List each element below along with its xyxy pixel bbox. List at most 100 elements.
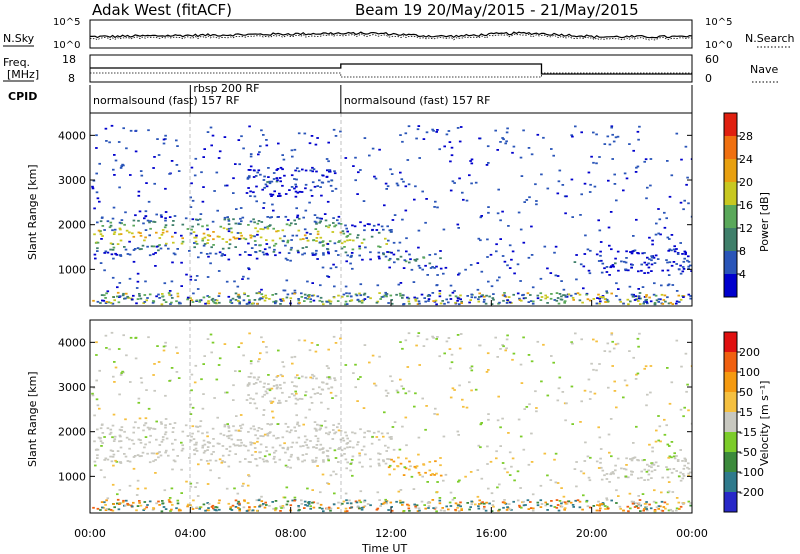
power-pixel [652,293,656,296]
power-pixel [418,302,421,305]
power-pixel [327,141,330,144]
velocity-pixel [308,349,312,352]
power-pixel [186,298,189,301]
velocity-pixel [408,468,411,471]
velocity-pixel [554,481,558,484]
velocity-pixel [128,460,132,463]
power-pixel [516,292,520,295]
power-pixel [238,295,241,298]
velocity-pixel [385,450,388,452]
power-pixel [111,302,115,305]
power-pixel [386,185,390,188]
power-pixel [96,247,99,250]
velocity-pixel [127,503,130,506]
power-pixel [337,215,341,218]
velocity-pixel [383,501,387,504]
velocity-pixel [580,338,583,341]
velocity-pixel [290,393,294,395]
power-pixel [331,190,334,192]
power-pixel [158,237,162,239]
power-pixel [470,296,474,299]
velocity-pixel [590,362,593,365]
velocity-pixel [574,332,577,335]
power-pixel [259,236,263,239]
velocity-pixel [623,467,626,470]
power-pixel [312,239,316,241]
power-pixel [517,211,521,214]
velocity-pixel [428,469,432,472]
power-pixel [164,301,168,303]
power-pixel [357,171,360,174]
power-pixel [194,279,197,281]
power-pixel [311,252,314,255]
velocity-pixel [358,452,361,455]
velocity-pixel [407,504,411,507]
power-pixel [138,248,142,251]
power-pixel [319,296,323,299]
power-pixel [530,254,534,256]
velocity-pixel [601,502,605,504]
velocity-pixel [273,455,276,458]
power-pixel [456,299,459,302]
nsearch-tick-bottom: 10^0 [705,40,732,51]
velocity-pixel [316,502,320,505]
velocity-pixel [587,378,591,381]
velocity-pixel [519,363,523,366]
velocity-pixel [214,506,217,508]
velocity-pixel [617,476,620,479]
velocity-colorbar-label: Velocity [m s⁻¹] [758,381,771,466]
velocity-pixel [603,474,606,477]
velocity-pixel [615,489,618,492]
velocity-pixel [252,398,255,401]
velocity-pixel [274,500,278,502]
velocity-pixel [344,492,348,495]
velocity-pixel [96,507,100,510]
velocity-pixel [682,467,686,470]
power-pixel [297,132,301,135]
velocity-pixel [422,463,426,466]
power-pixel [617,269,620,272]
velocity-pixel [414,506,418,509]
power-pixel [369,297,372,300]
power-pixel [196,288,200,290]
power-pixel [587,171,591,174]
velocity-pixel [176,455,179,457]
power-pixel [586,298,590,301]
power-pixel [683,250,687,253]
power-pixel [625,250,628,253]
power-pixel [506,299,509,302]
velocity-pixel [553,506,557,508]
power-pixel [226,228,229,231]
power-pixel [313,214,317,216]
power-pixel [306,280,309,283]
velocity-pixel [502,506,505,509]
velocity-pixel [426,481,429,483]
power-pixel [142,302,145,304]
velocity-pixel [201,446,204,449]
power-pixel [675,248,678,250]
power-pixel [351,224,354,227]
power-pixel [549,272,553,274]
power-pixel [647,262,650,265]
power-pixel [144,215,148,217]
velocity-pixel [670,441,674,443]
velocity-pixel [109,431,113,434]
velocity-pixel [447,337,451,339]
velocity-pixel [217,364,221,366]
velocity-pixel [378,499,381,501]
power-pixel [263,175,266,178]
velocity-pixel [681,477,685,480]
velocity-pixel [526,499,530,502]
velocity-pixel [657,439,660,442]
velocity-pixel [304,416,308,419]
velocity-pixel [415,344,418,347]
velocity-pixel [395,389,399,392]
velocity-pixel [110,331,114,334]
power-pixel [648,296,651,299]
velocity-pixel [113,435,117,438]
power-pixel [678,268,681,271]
power-pixel [175,164,179,166]
power-pixel [287,252,291,254]
velocity-pixel [202,439,206,442]
velocity-pixel [164,424,167,427]
